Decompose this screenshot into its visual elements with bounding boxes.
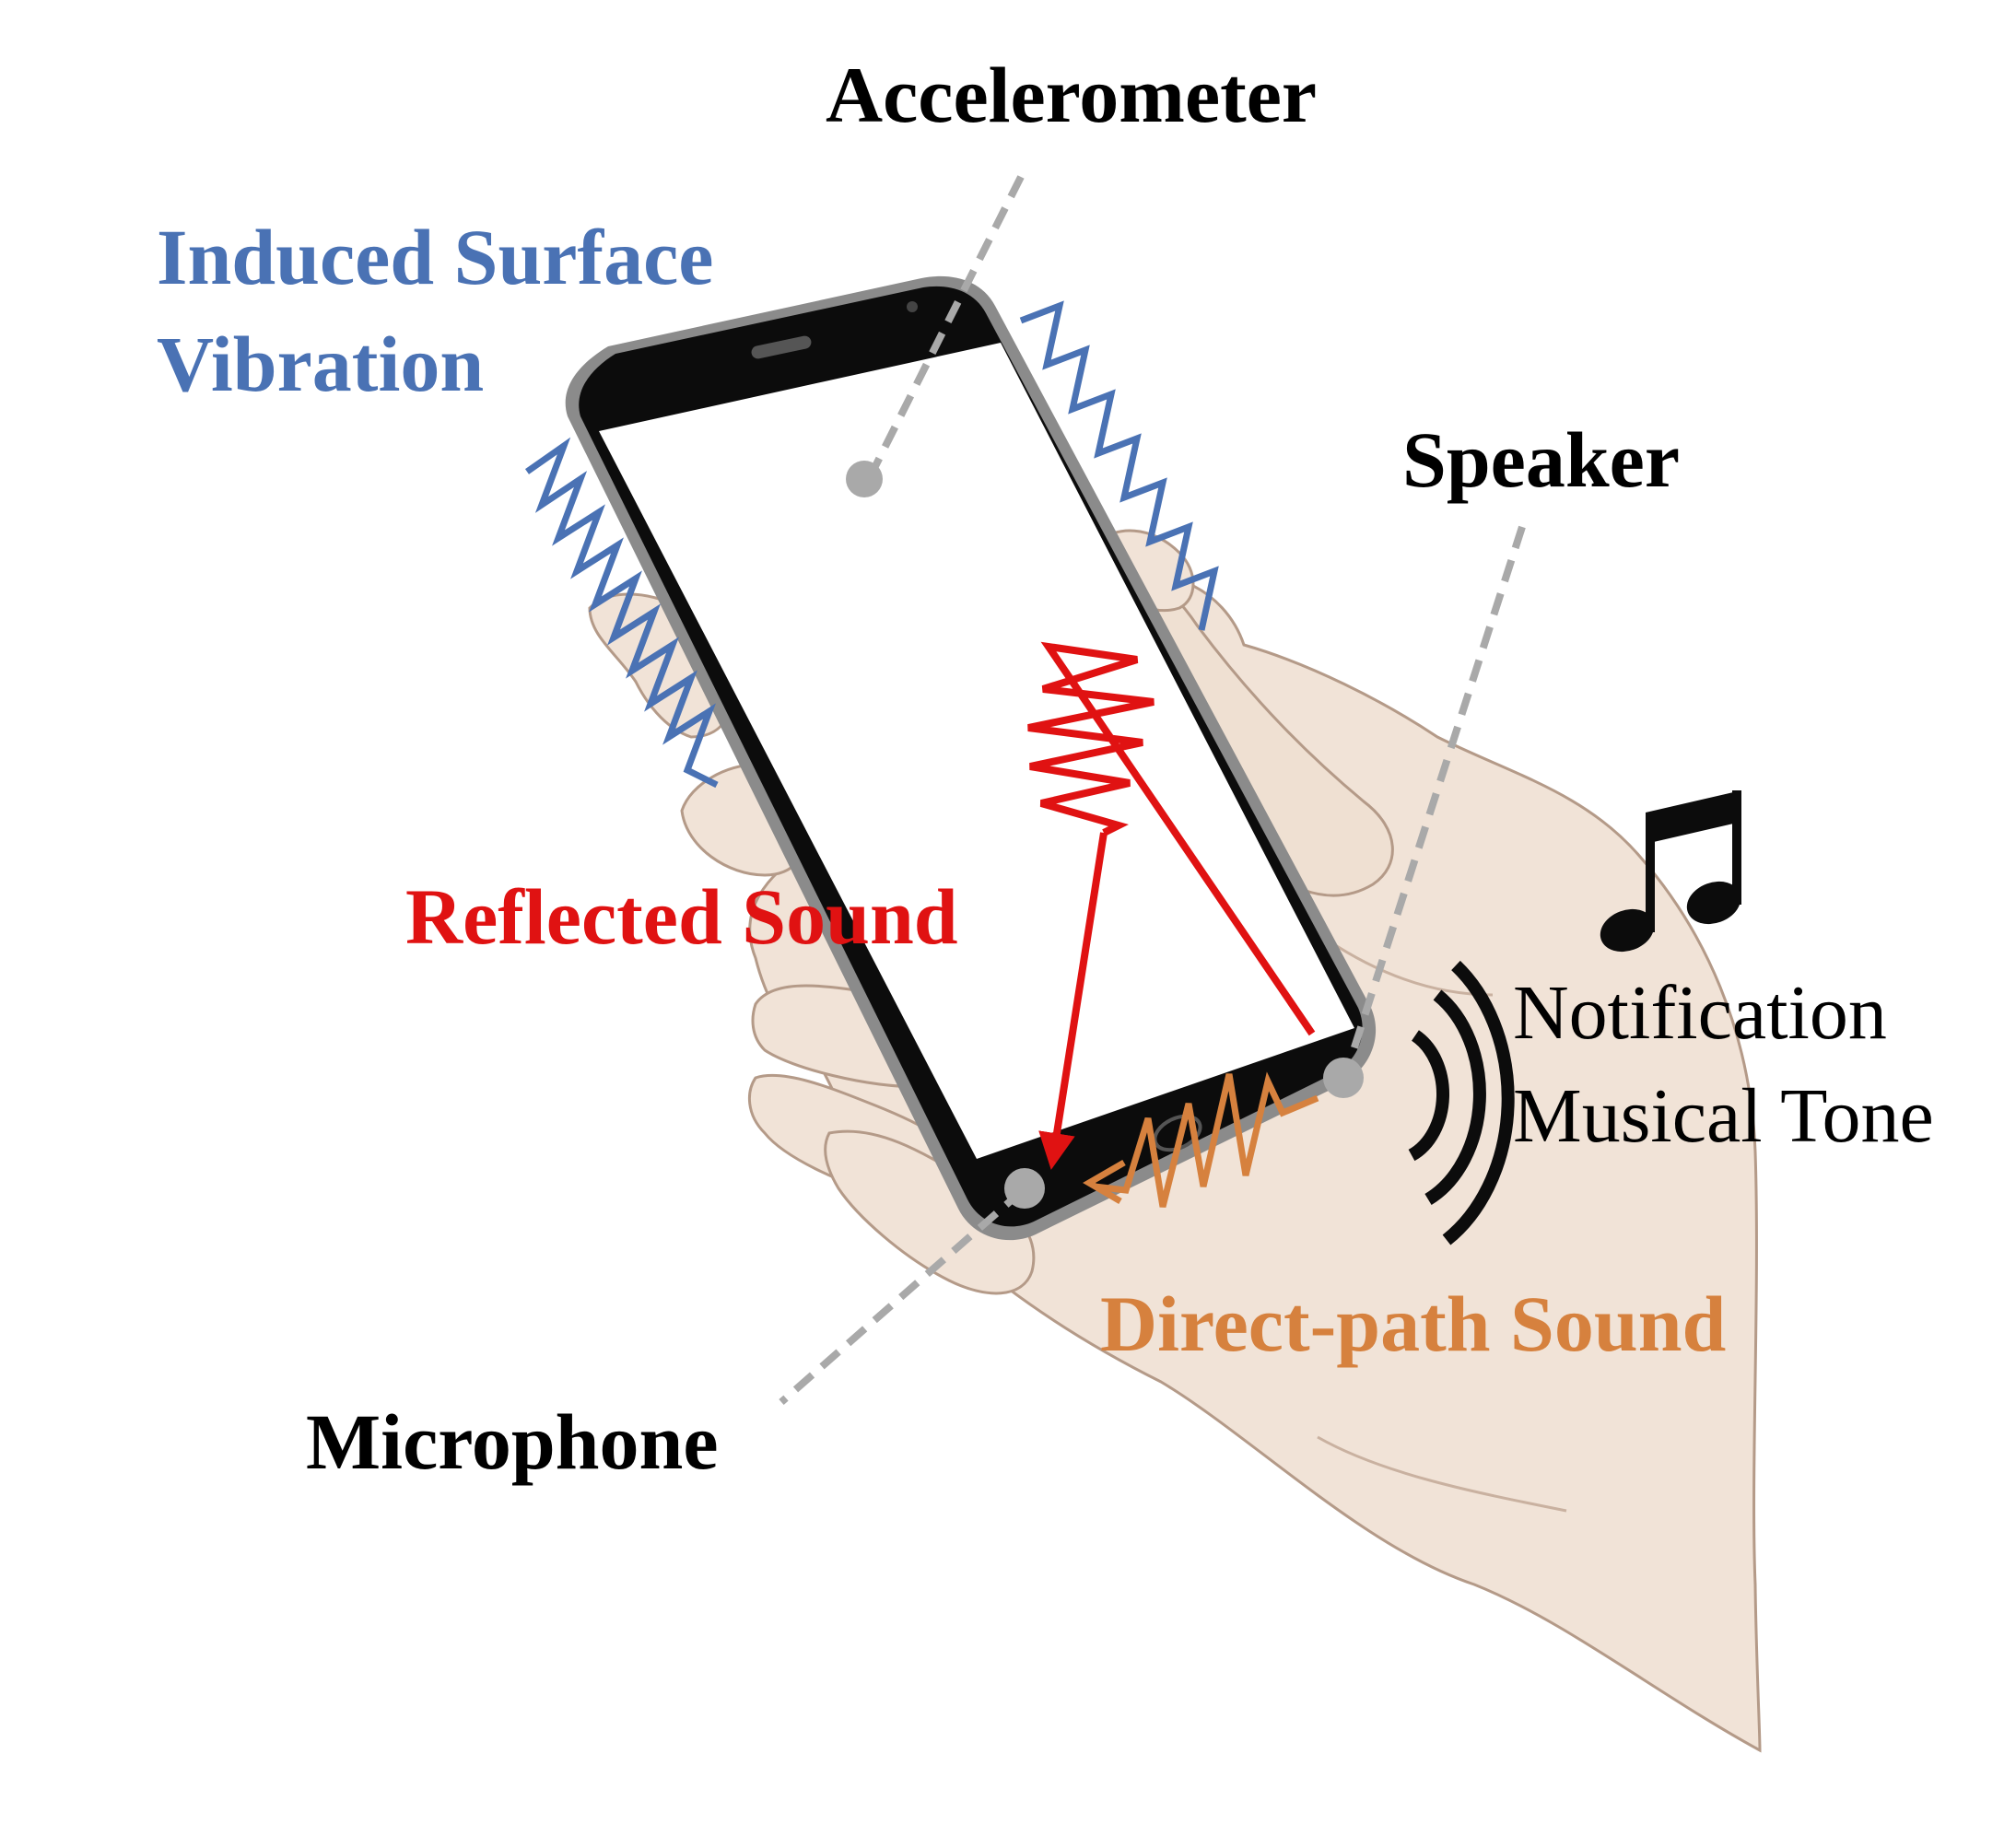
speaker-waves-icon xyxy=(1408,960,1515,1245)
microphone-label: Microphone xyxy=(306,1397,719,1486)
phone-front-camera xyxy=(907,301,918,312)
phone-home-button xyxy=(1153,1114,1202,1152)
microphone-dot xyxy=(1004,1168,1045,1209)
direct-path-sound-label: Direct-path Sound xyxy=(1100,1280,1727,1368)
speaker-wave-1 xyxy=(1408,1030,1450,1162)
beamed-eighth-notes-icon xyxy=(1600,790,1741,953)
notification-tone-label-line1: Notification xyxy=(1513,970,1887,1056)
speaker-leader xyxy=(1342,525,1526,1078)
phone-earpiece xyxy=(751,335,812,359)
speaker-dot xyxy=(1323,1058,1364,1098)
leader-lines xyxy=(779,175,1526,1406)
induced-vibration-label-line2: Vibration xyxy=(157,320,485,408)
vibration-zigzag-left xyxy=(524,437,719,789)
microphone-leader xyxy=(779,1187,1026,1406)
note-head-right xyxy=(1686,881,1741,925)
speaker-wave-3 xyxy=(1442,960,1515,1245)
reflected-zigzag xyxy=(1027,641,1316,1036)
reflected-arrow-line xyxy=(1038,832,1108,1170)
induced-vibration-label-line1: Induced Surface xyxy=(157,213,714,301)
accelerometer-leader xyxy=(866,175,1025,479)
direct-zigzag xyxy=(1094,1071,1319,1208)
note-stem-right xyxy=(1732,790,1741,905)
reflected-sound-label: Reflected Sound xyxy=(405,872,958,961)
direct-path-sound xyxy=(1083,1071,1319,1208)
accelerometer-label: Accelerometer xyxy=(826,51,1318,139)
accelerometer-dot xyxy=(846,461,883,497)
reflected-sound-path xyxy=(1027,641,1316,1170)
wrist-crease xyxy=(1317,1435,1567,1513)
phone-screen xyxy=(599,343,1354,1159)
direct-arrow-head xyxy=(1083,1159,1126,1205)
speaker-label: Speaker xyxy=(1402,415,1680,504)
note-stem-left xyxy=(1646,813,1655,932)
note-head-left xyxy=(1600,908,1655,953)
induced-vibration-waves xyxy=(524,300,1219,789)
note-beam xyxy=(1646,790,1741,844)
speaker-wave-2 xyxy=(1424,989,1486,1205)
notification-tone-label-line2: Musical Tone xyxy=(1513,1073,1934,1159)
phone-illustration xyxy=(565,275,1377,1241)
vibration-zigzag-right xyxy=(1019,300,1219,631)
